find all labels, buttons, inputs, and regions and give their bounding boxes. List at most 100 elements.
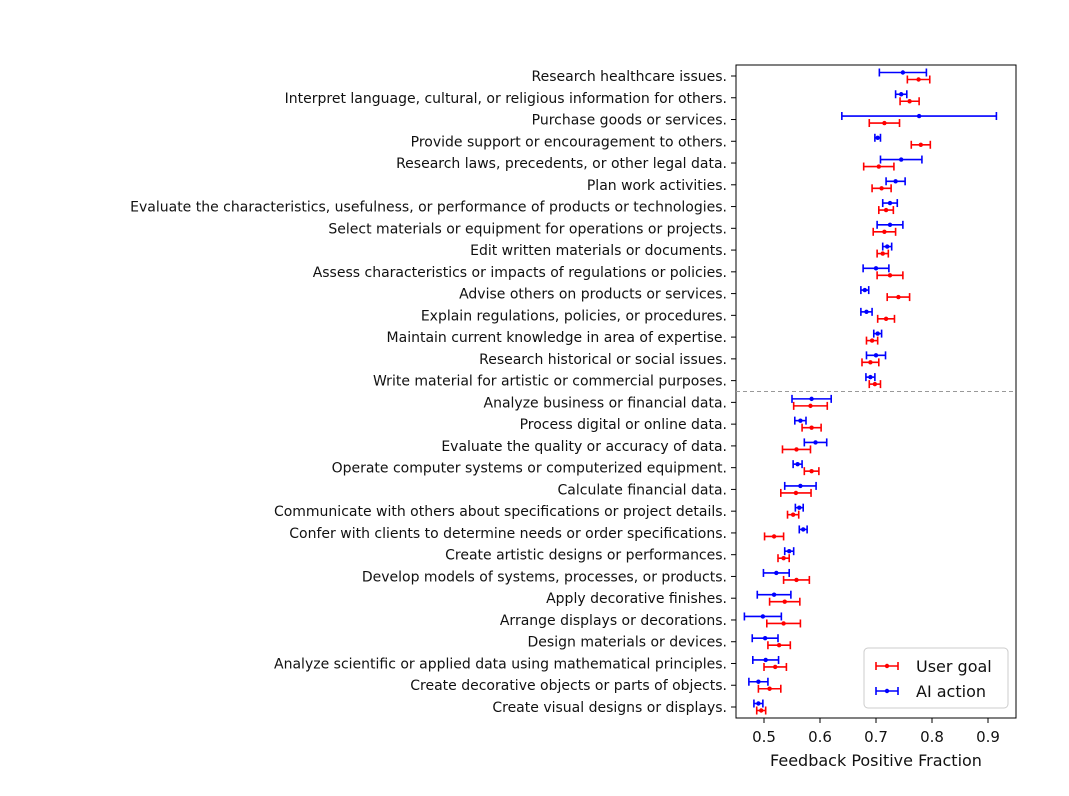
legend-label: AI action: [916, 682, 986, 701]
data-point: [883, 207, 889, 213]
x-axis-label: Feedback Positive Fraction: [770, 751, 982, 770]
data-point: [809, 468, 814, 474]
data-point: [893, 179, 898, 184]
data-point: [759, 708, 764, 713]
data-point: [887, 222, 893, 228]
data-point: [774, 570, 779, 576]
data-point: [873, 353, 879, 358]
category-label: Research laws, precedents, or other lega…: [396, 156, 727, 172]
data-point: [790, 512, 796, 517]
category-label: Process digital or online data.: [520, 417, 727, 433]
category-label: Arrange displays or decorations.: [500, 613, 727, 629]
category-label: Evaluate the characteristics, usefulness…: [130, 200, 727, 216]
data-point: [875, 331, 880, 336]
x-axis: 0.5 0.6 0.7 0.8 0.9: [752, 718, 1000, 746]
data-point: [798, 483, 803, 489]
x-tick-label: 0.7: [864, 728, 888, 746]
category-label: Create visual designs or displays.: [492, 700, 727, 716]
category-labels: Research healthcare issues. Interpret lan…: [130, 69, 736, 716]
data-point: [872, 381, 878, 387]
category-label: Create decorative objects or parts of ob…: [410, 678, 727, 694]
data-point: [771, 592, 777, 597]
category-label: Plan work activities.: [587, 178, 727, 194]
data-point: [873, 266, 879, 271]
data-point: [781, 621, 786, 626]
category-label: Purchase goods or services.: [532, 113, 727, 129]
data-point: [916, 113, 922, 119]
data-point: [899, 157, 904, 162]
data-point: [880, 251, 885, 256]
category-label: Explain regulations, policies, or proced…: [421, 308, 727, 324]
category-label: Edit written materials or documents.: [470, 243, 727, 259]
category-label: Assess characteristics or impacts of reg…: [313, 265, 727, 281]
data-point: [862, 287, 867, 293]
data-point: [801, 527, 806, 532]
category-label: Calculate financial data.: [558, 482, 727, 498]
legend-label: User goal: [916, 657, 992, 676]
category-label: Advise others on products or services.: [459, 287, 727, 303]
data-point: [907, 99, 912, 104]
data-point: [869, 338, 875, 343]
category-label: Analyze business or financial data.: [484, 395, 728, 411]
category-label: Write material for artistic or commercia…: [373, 374, 727, 390]
x-tick-label: 0.5: [752, 728, 776, 746]
category-label: Provide support or encouragement to othe…: [411, 134, 727, 150]
data-point: [793, 490, 799, 496]
category-label: Evaluate the quality or accuracy of data…: [441, 439, 727, 455]
data-point: [794, 447, 799, 452]
data-point: [794, 577, 799, 583]
data-point: [756, 701, 761, 706]
x-tick-label: 0.9: [976, 728, 1000, 746]
data-point: [795, 461, 800, 467]
data-point: [882, 120, 887, 126]
category-label: Select materials or equipment for operat…: [328, 221, 727, 237]
category-label: Develop models of systems, processes, or…: [362, 569, 727, 585]
data-point: [756, 679, 761, 684]
category-label: Analyze scientific or applied data using…: [274, 656, 727, 672]
data-point: [887, 200, 893, 206]
data-point: [760, 614, 766, 619]
category-label: Apply decorative finishes.: [546, 591, 727, 607]
data-point: [808, 403, 813, 409]
category-label: Operate computer systems or computerized…: [332, 461, 727, 477]
x-tick-label: 0.8: [920, 728, 944, 746]
data-point: [781, 555, 786, 561]
data-point: [797, 505, 802, 510]
data-point: [782, 599, 787, 604]
legend-marker: [884, 688, 890, 694]
legend-box: [863, 647, 1009, 709]
category-label: Research historical or social issues.: [479, 352, 727, 368]
legend: User goal AI action: [863, 647, 1009, 709]
data-point: [887, 273, 893, 278]
data-point: [879, 186, 884, 191]
data-point: [776, 643, 782, 648]
category-label: Interpret language, cultural, or religio…: [285, 91, 727, 107]
category-label: Research healthcare issues.: [532, 69, 727, 85]
category-label: Confer with clients to determine needs o…: [289, 526, 727, 542]
category-label: Create artistic designs or performances.: [445, 548, 727, 564]
data-point: [885, 244, 890, 249]
category-label: Design materials or devices.: [528, 635, 727, 651]
data-point: [864, 309, 869, 315]
data-point: [900, 70, 906, 75]
data-point: [868, 374, 873, 380]
category-label: Maintain current knowledge in area of ex…: [387, 330, 727, 346]
category-label: Communicate with others about specificat…: [274, 504, 727, 520]
data-point: [809, 425, 814, 430]
data-point: [868, 360, 873, 365]
data-point: [882, 229, 887, 235]
data-point: [899, 92, 904, 97]
data-point: [771, 534, 777, 539]
plot-area: [735, 64, 1017, 719]
data-point: [875, 135, 880, 140]
data-point: [767, 686, 772, 691]
data-point: [896, 294, 901, 300]
data-point: [773, 664, 778, 670]
data-point: [916, 77, 921, 82]
x-tick-label: 0.6: [808, 728, 832, 746]
data-point: [918, 142, 923, 147]
data-point: [883, 316, 889, 322]
data-point: [809, 396, 814, 402]
data-point: [763, 657, 768, 663]
